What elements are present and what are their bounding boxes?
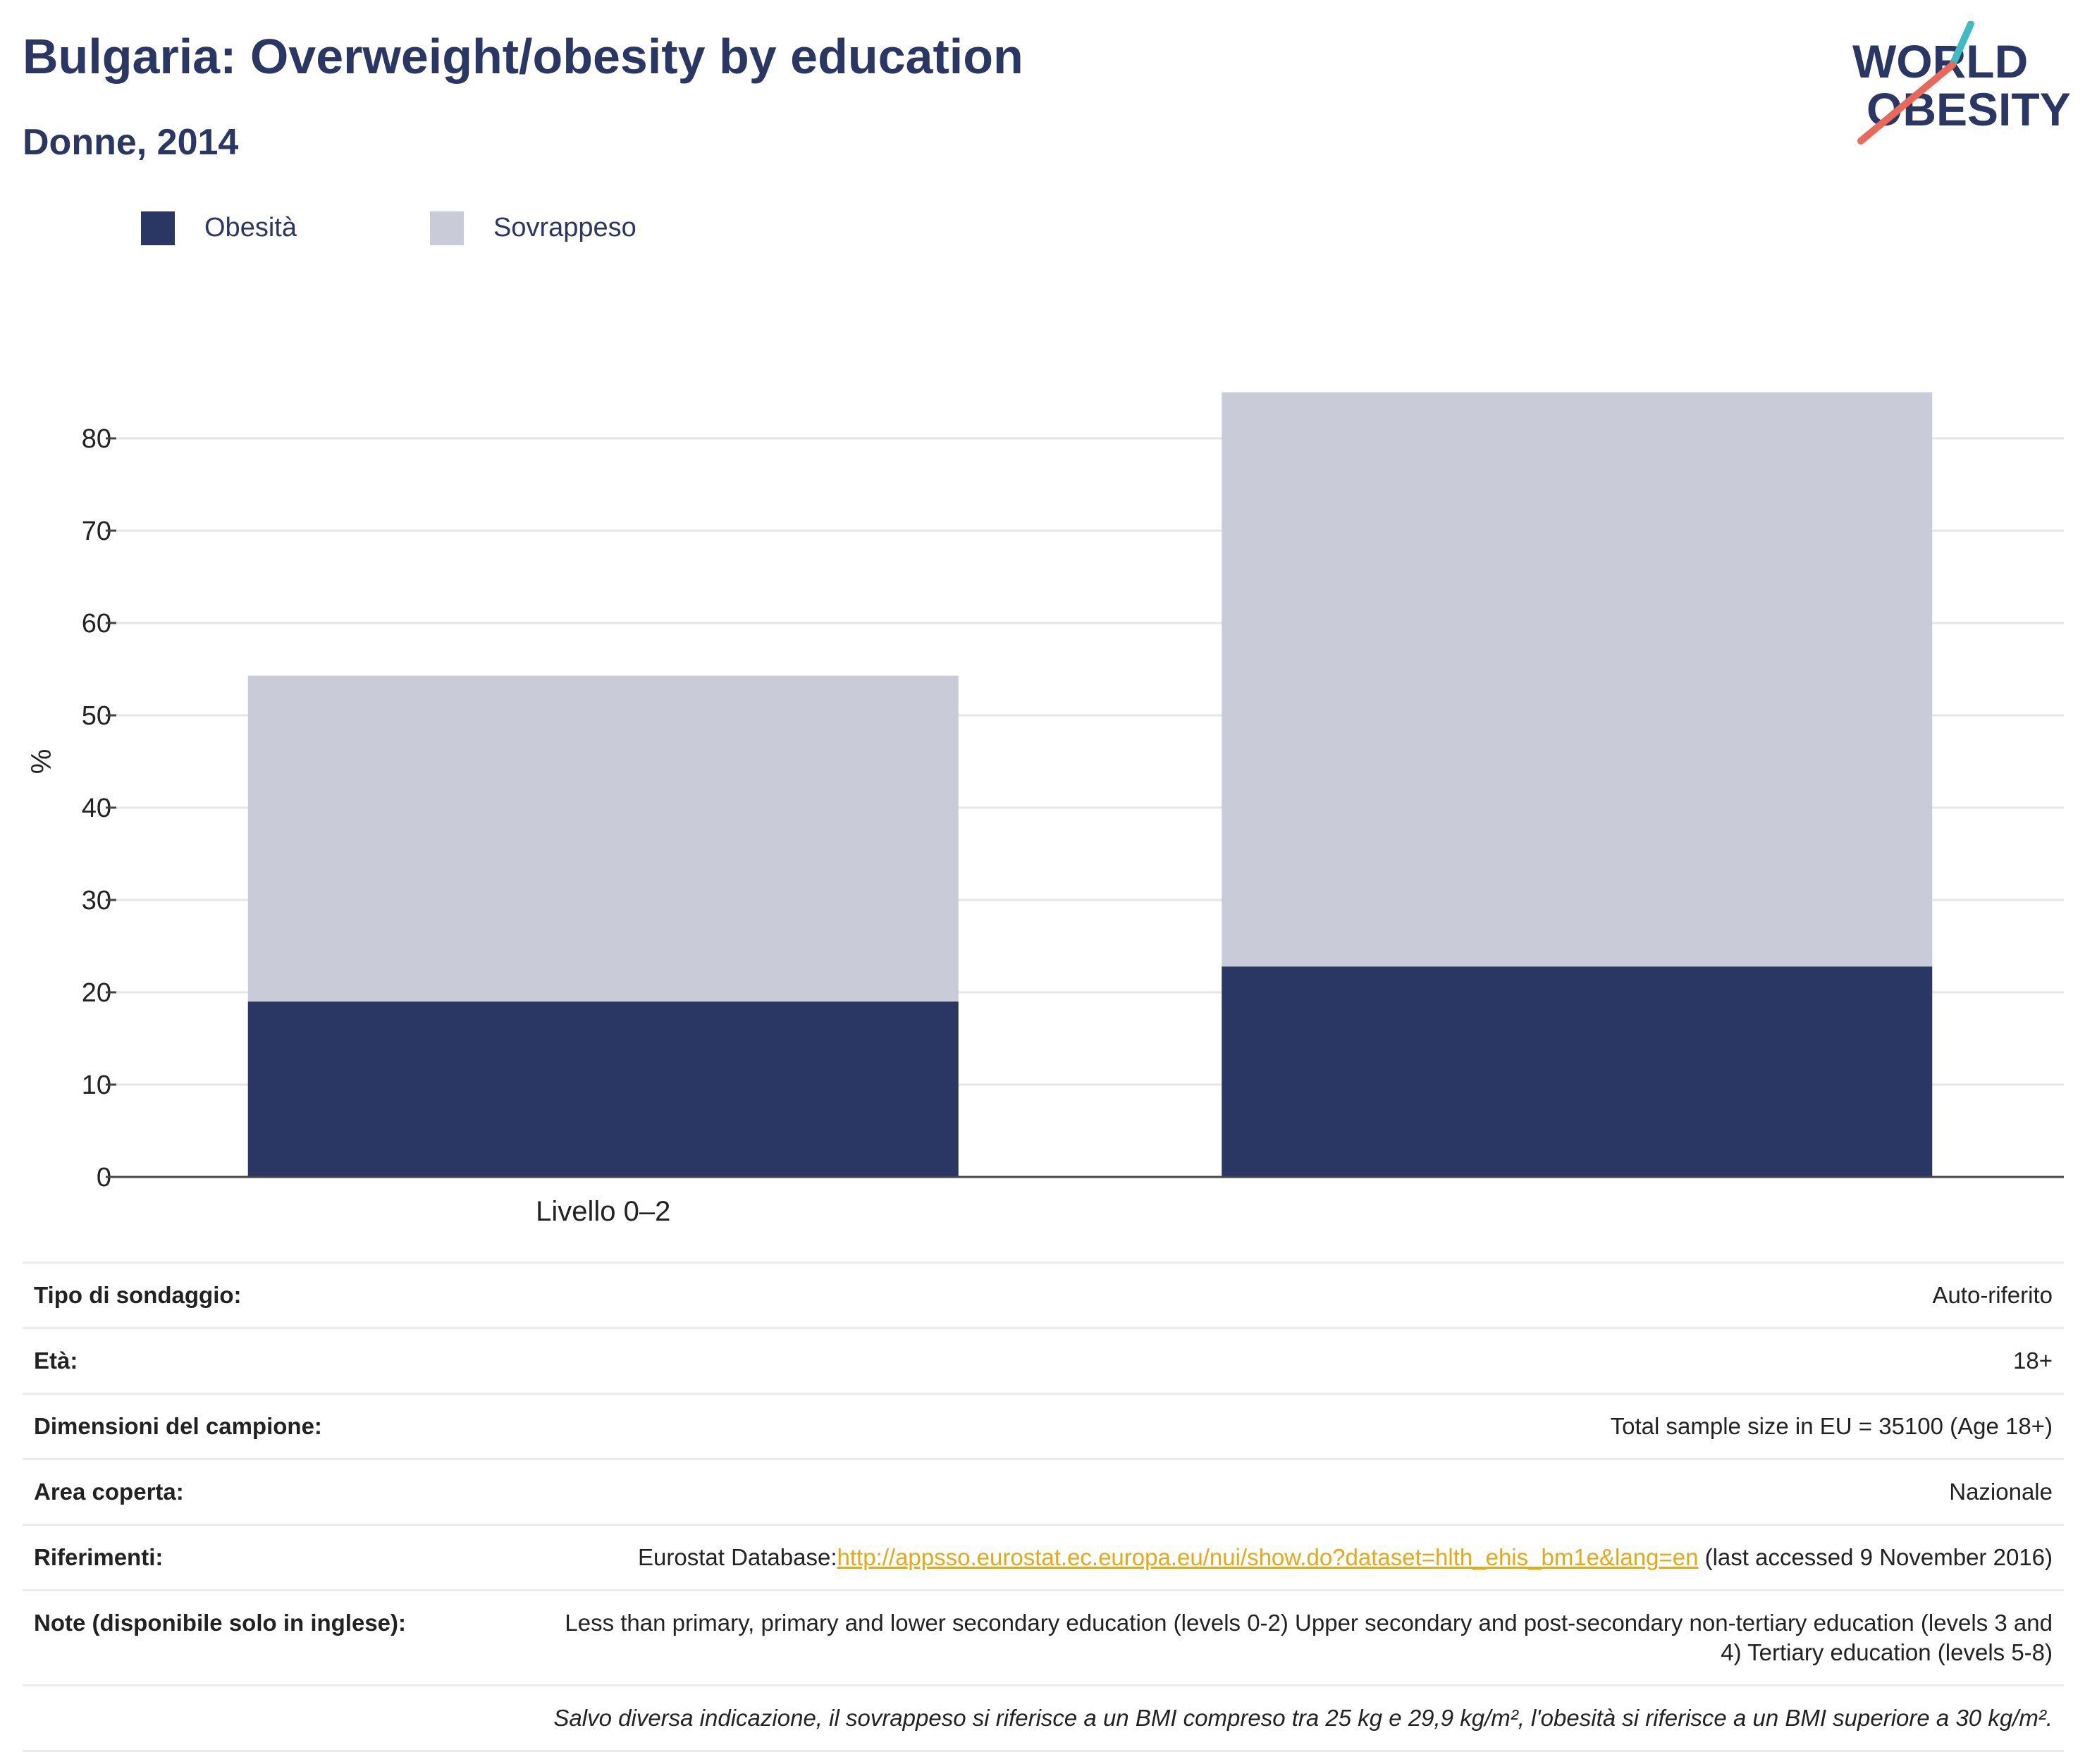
bar-overweight <box>1222 392 1933 967</box>
legend-label-obesity: Obesità <box>204 213 297 242</box>
y-axis-label: % <box>26 749 57 775</box>
chart-subtitle: Donne, 2014 <box>23 122 239 163</box>
info-label: Riferimenti: <box>23 1524 539 1591</box>
bmi-footnote: Salvo diversa indicazione, il sovrappeso… <box>23 1684 2064 1752</box>
chart-title: Bulgaria: Overweight/obesity by educatio… <box>23 29 1023 84</box>
info-label: Note (disponibile solo in inglese): <box>23 1589 539 1686</box>
reference-prefix: Eurostat Database: <box>638 1544 837 1570</box>
info-label: Area coperta: <box>23 1458 539 1525</box>
reference-suffix: (last accessed 9 November 2016) <box>1698 1544 2053 1570</box>
info-value: Less than primary, primary and lower sec… <box>539 1589 2064 1686</box>
logo-slash-red <box>1857 61 1956 144</box>
logo-slash-teal <box>1949 21 1974 68</box>
bar-overweight <box>247 675 959 1002</box>
survey-info-table: Tipo di sondaggio: Auto-riferito Età: 18… <box>23 1262 2064 1752</box>
legend-swatch-obesity <box>141 211 175 245</box>
info-row-area: Area coperta: Nazionale <box>23 1458 2064 1525</box>
legend-label-overweight: Sovrappeso <box>493 213 636 242</box>
bars <box>247 392 1933 1177</box>
info-row-notes: Note (disponibile solo in inglese): Less… <box>23 1589 2064 1686</box>
info-row-age: Età: 18+ <box>23 1327 2064 1394</box>
info-label: Dimensioni del campione: <box>23 1393 539 1460</box>
info-row-survey-type: Tipo di sondaggio: Auto-riferito <box>23 1262 2064 1328</box>
bar-obesity <box>247 1001 959 1177</box>
info-row-footnote: Salvo diversa indicazione, il sovrappeso… <box>23 1684 2064 1752</box>
y-tick-label: 0 <box>97 1163 111 1192</box>
info-label: Tipo di sondaggio: <box>23 1262 539 1328</box>
x-category-label: Livello 0–2 <box>536 1196 670 1227</box>
info-value: Auto-riferito <box>539 1262 2064 1328</box>
legend-swatch-overweight <box>430 211 464 245</box>
eurostat-link[interactable]: http://appsso.eurostat.ec.europa.eu/nui/… <box>837 1544 1699 1570</box>
info-label: Età: <box>23 1327 539 1394</box>
bar-obesity <box>1222 966 1933 1177</box>
info-row-sample: Dimensioni del campione: Total sample si… <box>23 1393 2064 1460</box>
info-value: Eurostat Database:http://appsso.eurostat… <box>539 1524 2064 1591</box>
info-row-references: Riferimenti: Eurostat Database:http://ap… <box>23 1524 2064 1591</box>
info-value: Total sample size in EU = 35100 (Age 18+… <box>539 1393 2064 1460</box>
info-value: Nazionale <box>539 1458 2064 1525</box>
info-value: 18+ <box>539 1327 2064 1394</box>
world-obesity-logo: WORLD OBESITY <box>1852 21 2071 144</box>
